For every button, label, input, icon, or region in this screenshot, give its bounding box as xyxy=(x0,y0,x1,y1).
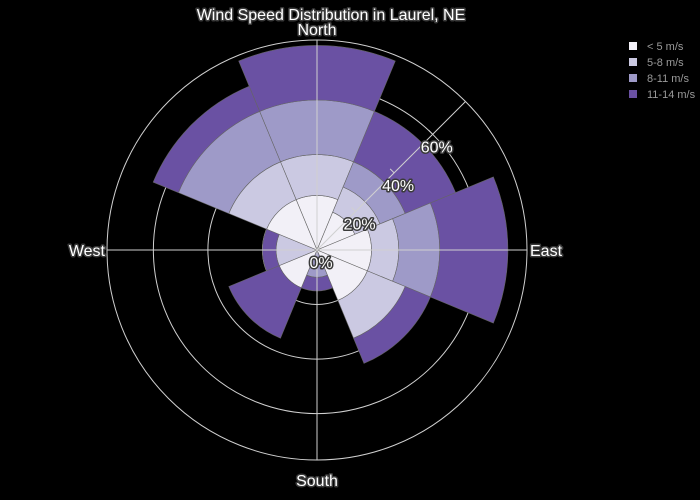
radial-tick-label: 0% xyxy=(309,255,332,272)
bar-nw-series-3 xyxy=(152,85,260,193)
legend-swatch xyxy=(629,42,637,50)
direction-labels: North East South West xyxy=(67,21,564,492)
bar-sw-series-3 xyxy=(228,265,302,339)
radial-tick-mark xyxy=(351,207,356,212)
direction-label-east: East xyxy=(530,243,563,260)
radial-tick-label: 60% xyxy=(421,139,453,156)
direction-label-south: South xyxy=(296,473,338,490)
direction-label-west: West xyxy=(69,243,106,260)
radial-tick-mark xyxy=(428,129,434,135)
legend: < 5 m/s 5-8 m/s 8-11 m/s 11-14 m/s xyxy=(629,41,696,101)
bar-se-series-3 xyxy=(353,286,431,364)
radial-tick-labels: 0% 20% 40% 60% xyxy=(308,129,454,274)
legend-item-label: 11-14 m/s xyxy=(647,89,696,101)
radial-tick-label: 20% xyxy=(344,216,376,233)
legend-swatch xyxy=(629,90,637,98)
polar-axes xyxy=(107,40,527,460)
legend-item-label: 5-8 m/s xyxy=(647,57,684,69)
legend-swatch xyxy=(629,58,637,66)
radial-tick-mark xyxy=(389,168,395,174)
legend-item-label: 8-11 m/s xyxy=(647,73,689,85)
direction-label-north: North xyxy=(297,22,336,39)
chart-title: Wind Speed Distribution in Laurel, NE xyxy=(197,7,466,24)
radial-axis-line xyxy=(316,101,466,251)
radial-tick-label: 40% xyxy=(382,178,414,195)
legend-item-label: < 5 m/s xyxy=(647,41,684,53)
legend-swatch xyxy=(629,74,637,82)
